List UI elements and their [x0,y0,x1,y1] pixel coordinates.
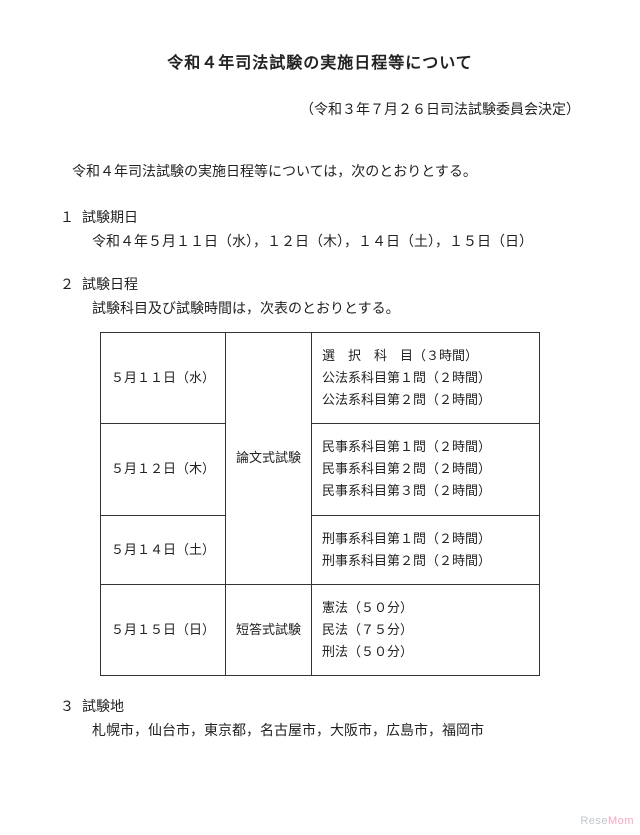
schedule-table: ５月１１日（水） 論文式試験 選 択 科 目（３時間） 公法系科目第１問（２時間… [100,332,540,676]
section-2-body: 試験科目及び試験時間は，次表のとおりとする。 [60,298,580,322]
section-2-head: ２試験日程 [60,274,580,298]
subtitle: （令和３年７月２６日司法試験委員会決定） [60,99,580,123]
cell-date: ５月１２日（木） [101,424,226,515]
section-3-title: 試験地 [82,700,124,715]
watermark-accent: Mom [608,815,634,827]
cell-subjects: 民事系科目第１問（２時間） 民事系科目第２問（２時間） 民事系科目第３問（２時間… [312,424,540,515]
intro-text: 令和４年司法試験の実施日程等については，次のとおりとする。 [60,161,580,185]
subject-line: 民事系科目第２問（２時間） [322,458,529,480]
page-title: 令和４年司法試験の実施日程等について [60,50,580,77]
cell-date: ５月１４日（土） [101,515,226,584]
subject-line: 選 択 科 目（３時間） [322,345,529,367]
cell-subjects: 刑事系科目第１問（２時間） 刑事系科目第２問（２時間） [312,515,540,584]
section-2: ２試験日程 試験科目及び試験時間は，次表のとおりとする。 ５月１１日（水） 論文… [60,274,580,676]
section-3-head: ３試験地 [60,696,580,720]
section-1-body: 令和４年５月１１日（水），１２日（木），１４日（土），１５日（日） [60,231,580,255]
section-3-num: ３ [60,696,82,720]
section-1: １試験期日 令和４年５月１１日（水），１２日（木），１４日（土），１５日（日） [60,207,580,255]
cell-subjects: 憲法（５０分） 民法（７５分） 刑法（５０分） [312,584,540,675]
section-2-title: 試験日程 [82,278,138,293]
subject-line: 公法系科目第２問（２時間） [322,389,529,411]
section-1-title: 試験期日 [82,211,138,226]
subject-line: 憲法（５０分） [322,597,529,619]
table-row: ５月１１日（水） 論文式試験 選 択 科 目（３時間） 公法系科目第１問（２時間… [101,332,540,423]
section-2-num: ２ [60,274,82,298]
section-3-body: 札幌市，仙台市，東京都，名古屋市，大阪市，広島市，福岡市 [60,720,580,744]
subject-line: 刑事系科目第１問（２時間） [322,528,529,550]
section-1-num: １ [60,207,82,231]
cell-type: 論文式試験 [226,332,312,584]
watermark: ReseMom [580,812,634,831]
subject-line: 刑事系科目第２問（２時間） [322,550,529,572]
table-row: ５月１４日（土） 刑事系科目第１問（２時間） 刑事系科目第２問（２時間） [101,515,540,584]
subject-line: 刑法（５０分） [322,641,529,663]
section-1-head: １試験期日 [60,207,580,231]
section-3: ３試験地 札幌市，仙台市，東京都，名古屋市，大阪市，広島市，福岡市 [60,696,580,744]
cell-date: ５月１５日（日） [101,584,226,675]
table-row: ５月１２日（木） 民事系科目第１問（２時間） 民事系科目第２問（２時間） 民事系… [101,424,540,515]
cell-date: ５月１１日（水） [101,332,226,423]
subject-line: 民事系科目第３問（２時間） [322,480,529,502]
cell-subjects: 選 択 科 目（３時間） 公法系科目第１問（２時間） 公法系科目第２問（２時間） [312,332,540,423]
watermark-text: Rese [580,815,608,827]
subject-line: 民法（７５分） [322,619,529,641]
subject-line: 公法系科目第１問（２時間） [322,367,529,389]
table-row: ５月１５日（日） 短答式試験 憲法（５０分） 民法（７５分） 刑法（５０分） [101,584,540,675]
subject-line: 民事系科目第１問（２時間） [322,436,529,458]
cell-type: 短答式試験 [226,584,312,675]
